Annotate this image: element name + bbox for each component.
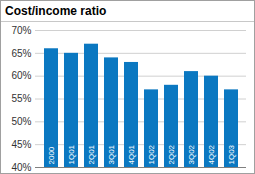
svg-text:3Q02: 3Q02 <box>187 144 196 164</box>
svg-text:65%: 65% <box>11 48 31 59</box>
svg-text:70%: 70% <box>11 25 31 36</box>
svg-text:3Q01: 3Q01 <box>107 144 116 164</box>
svg-text:2000: 2000 <box>47 146 56 164</box>
svg-text:2Q01: 2Q01 <box>87 144 96 164</box>
svg-text:4Q01: 4Q01 <box>127 144 136 164</box>
html-text:Cost/income ratio: Cost/income ratio <box>5 4 107 18</box>
svg-text:50%: 50% <box>11 116 31 127</box>
svg-text:40%: 40% <box>11 162 31 173</box>
svg-text:1Q03: 1Q03 <box>227 144 236 164</box>
svg-text:2Q02: 2Q02 <box>167 144 176 164</box>
svg-text:4Q02: 4Q02 <box>207 144 216 164</box>
svg-text:1Q01: 1Q01 <box>67 144 76 164</box>
svg-text:60%: 60% <box>11 70 31 81</box>
svg-text:1Q02: 1Q02 <box>147 144 156 164</box>
svg-text:45%: 45% <box>11 139 31 150</box>
svg-text:55%: 55% <box>11 93 31 104</box>
